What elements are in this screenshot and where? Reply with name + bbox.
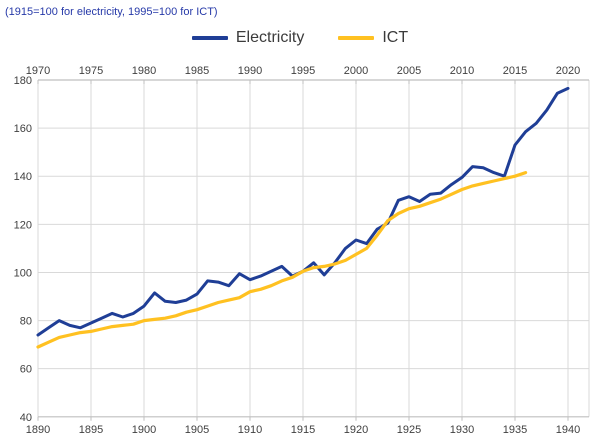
y-axis-label-40: 40 <box>20 412 32 424</box>
chart-subtitle: (1915=100 for electricity, 1995=100 for … <box>5 6 218 18</box>
bottom-axis-label-1910: 1910 <box>238 424 262 436</box>
y-axis-label-100: 100 <box>14 267 32 279</box>
chart-legend: Electricity ICT <box>0 27 600 49</box>
top-axis-label-2005: 2005 <box>397 65 421 77</box>
ict-line-swatch <box>338 36 375 40</box>
top-axis-label-2010: 2010 <box>450 65 474 77</box>
legend-item-electricity: Electricity <box>191 29 305 47</box>
bottom-axis-label-1915: 1915 <box>291 424 315 436</box>
legend-label-electricity: Electricity <box>235 29 305 46</box>
y-axis-label-140: 140 <box>14 171 32 183</box>
bottom-axis-label-1940: 1940 <box>556 424 580 436</box>
top-axis-label-2020: 2020 <box>556 65 580 77</box>
top-axis-label-2000: 2000 <box>344 65 368 77</box>
top-axis-label-2015: 2015 <box>503 65 527 77</box>
ict-line <box>36 171 528 349</box>
top-axis-label-1980: 1980 <box>132 65 156 77</box>
bottom-axis-label-1925: 1925 <box>397 424 421 436</box>
top-axis-label-1990: 1990 <box>238 65 262 77</box>
bottom-axis-label-1930: 1930 <box>450 424 474 436</box>
y-axis-label-180: 180 <box>14 75 32 87</box>
y-axis-label-60: 60 <box>20 364 32 376</box>
legend-label-ict: ICT <box>382 29 409 46</box>
top-axis-label-1975: 1975 <box>79 65 103 77</box>
bottom-axis-label-1920: 1920 <box>344 424 368 436</box>
top-axis-label-1995: 1995 <box>291 65 315 77</box>
bottom-axis-label-1890: 1890 <box>26 424 50 436</box>
top-axis-label-1970: 1970 <box>26 65 50 77</box>
legend-item-ict: ICT <box>338 29 408 47</box>
bottom-axis-label-1900: 1900 <box>132 424 156 436</box>
bottom-axis-label-1905: 1905 <box>185 424 209 436</box>
y-axis-label-120: 120 <box>14 219 32 231</box>
bottom-axis-label-1935: 1935 <box>503 424 527 436</box>
bottom-axis-label-1895: 1895 <box>79 424 103 436</box>
electricity-line-swatch <box>191 36 228 40</box>
y-axis-label-160: 160 <box>14 123 32 135</box>
y-axis-label-80: 80 <box>20 316 32 328</box>
top-axis-label-1985: 1985 <box>185 65 209 77</box>
